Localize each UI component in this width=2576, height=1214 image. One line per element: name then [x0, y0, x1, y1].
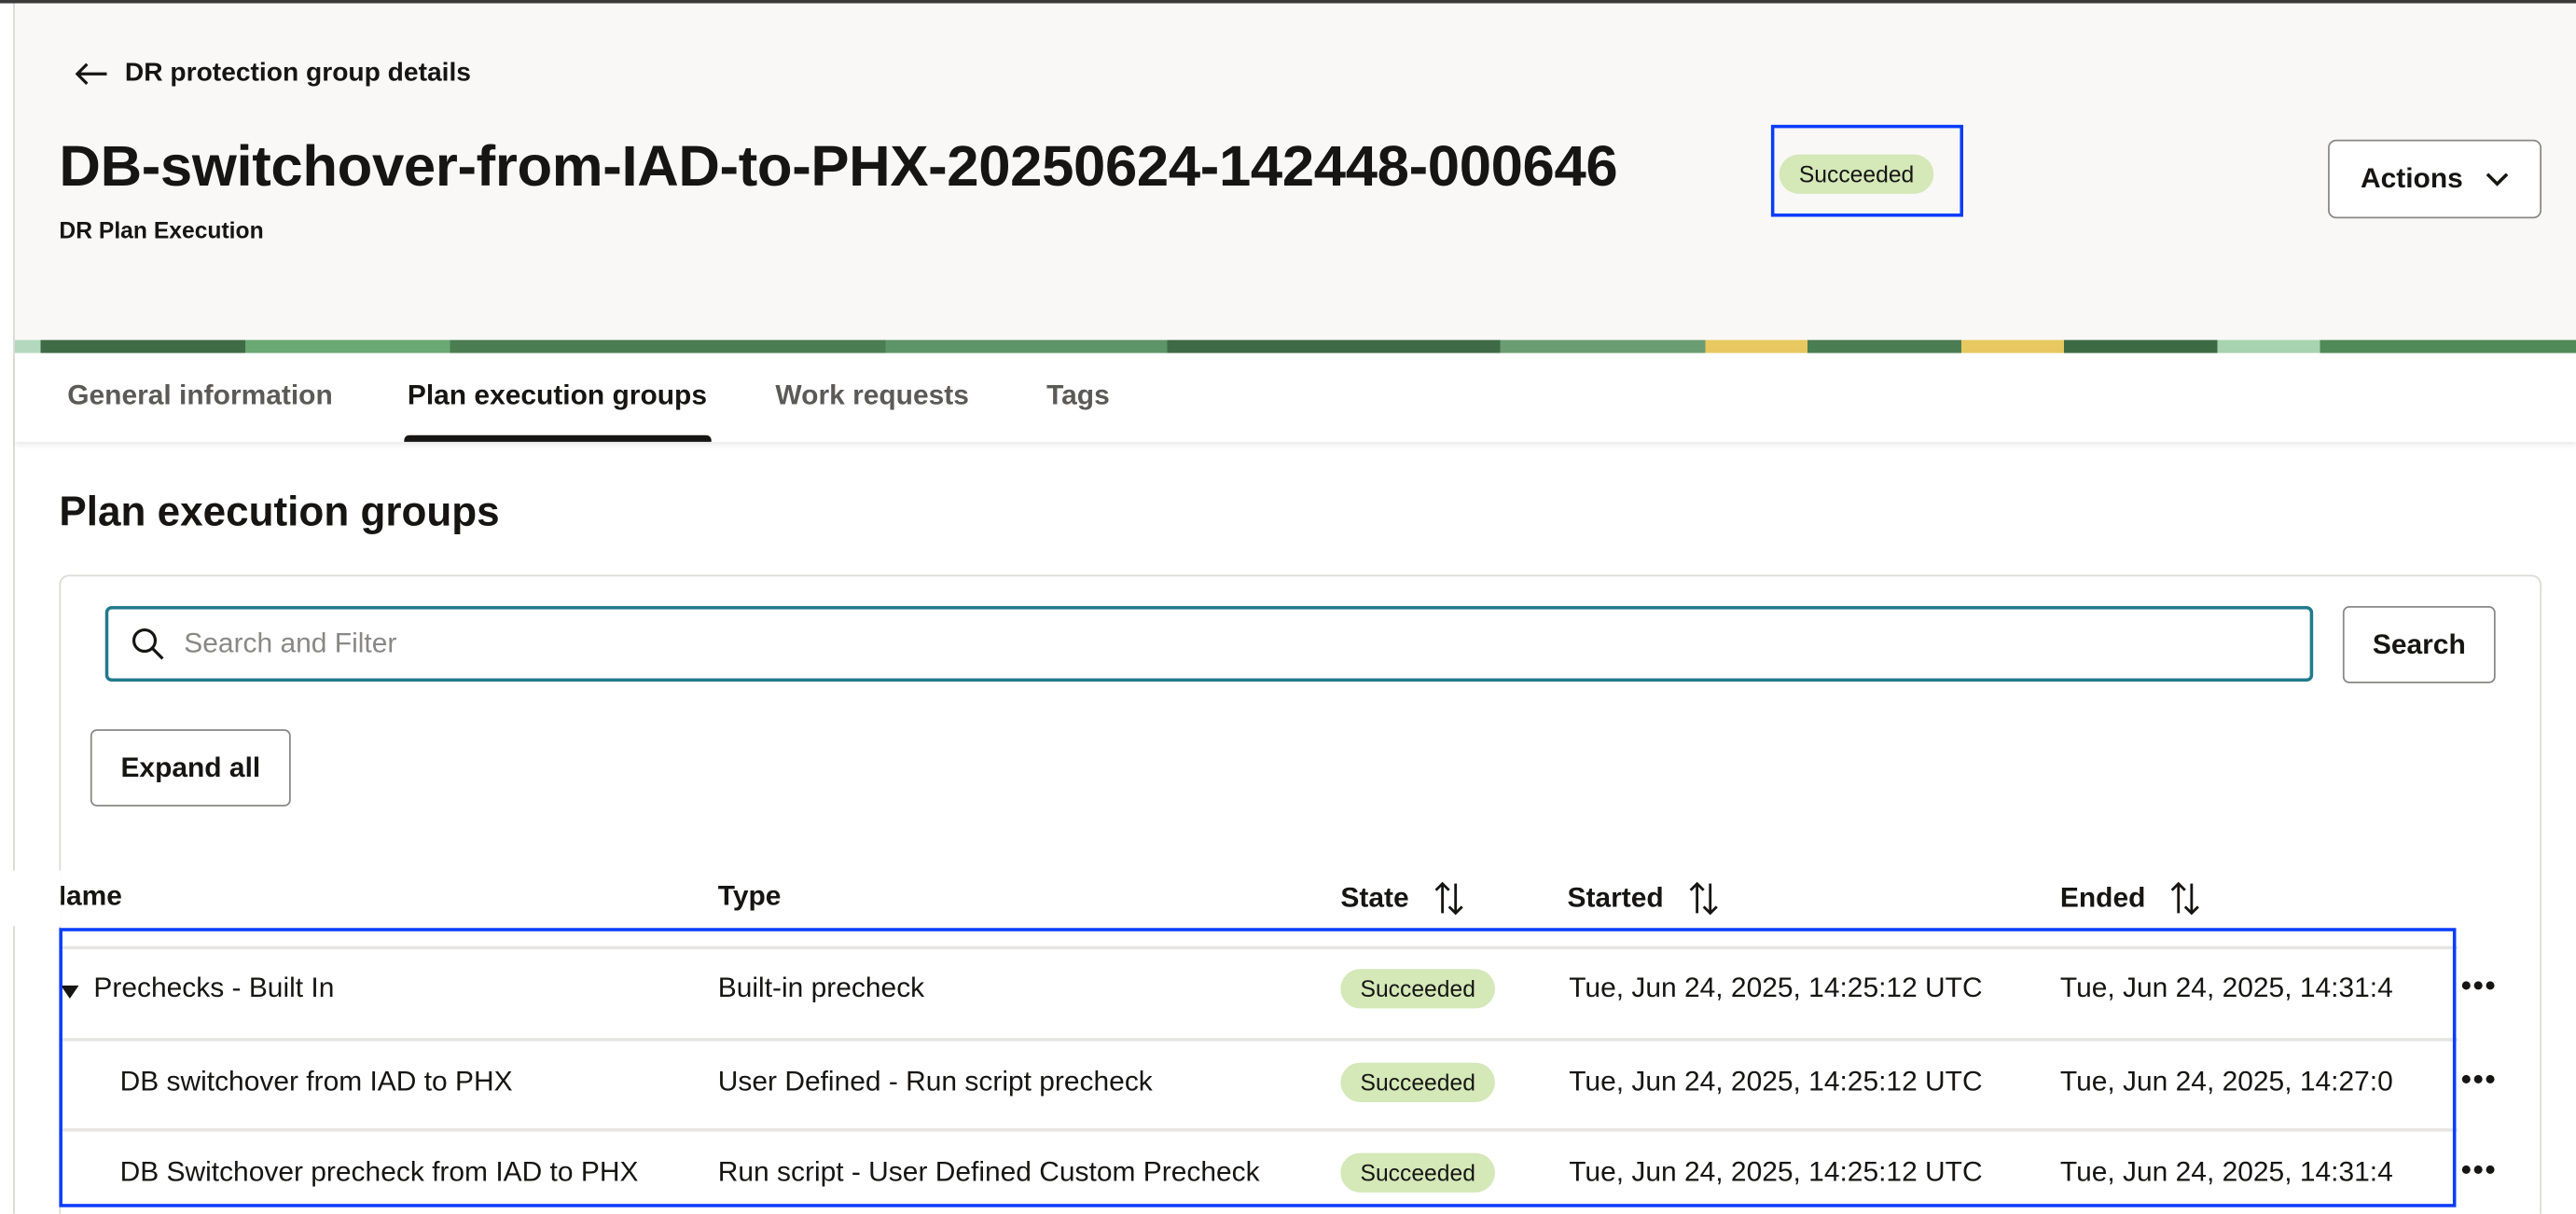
tab-plan-execution-groups[interactable]: Plan execution groups	[407, 379, 707, 411]
row-state-badge: Succeeded	[1340, 969, 1496, 1009]
sort-icon[interactable]	[2168, 880, 2201, 917]
back-link-label: DR protection group details	[124, 59, 471, 88]
row-name[interactable]: DB switchover from IAD to PHX	[119, 1066, 513, 1097]
row-ended: Tue, Jun 24, 2025, 14:31:4	[2059, 972, 2393, 1004]
tab-bar: General information Plan execution group…	[14, 352, 2576, 442]
row-name[interactable]: DB Switchover precheck from IAD to PHX	[119, 1156, 639, 1188]
column-header-started[interactable]: Started	[1567, 880, 1719, 917]
page-title: DB-switchover-from-IAD-to-PHX-20250624-1…	[59, 134, 1618, 200]
row-more-icon[interactable]: •••	[2460, 1062, 2498, 1096]
column-header-ended[interactable]: Ended	[2060, 880, 2201, 917]
row-ended: Tue, Jun 24, 2025, 14:31:4	[2059, 1156, 2393, 1188]
page-subtitle: DR Plan Execution	[59, 216, 264, 243]
tab-work-requests[interactable]: Work requests	[775, 379, 969, 411]
arrow-left-icon	[76, 62, 107, 85]
row-state-badge: Succeeded	[1340, 1062, 1496, 1102]
header-banner	[14, 339, 2576, 353]
highlight-box-status	[1770, 124, 1963, 217]
expand-all-button[interactable]: Expand all	[90, 729, 291, 807]
column-header-ended-label: Ended	[2059, 881, 2146, 914]
row-started: Tue, Jun 24, 2025, 14:25:12 UTC	[1569, 1066, 1983, 1097]
sort-icon[interactable]	[1686, 880, 1719, 917]
row-started: Tue, Jun 24, 2025, 14:25:12 UTC	[1569, 972, 1983, 1004]
row-type: Run script - User Defined Custom Prechec…	[717, 1156, 1260, 1188]
row-divider	[59, 1038, 2458, 1042]
search-box[interactable]	[104, 605, 2314, 683]
row-type: Built-in precheck	[717, 972, 925, 1004]
row-more-icon[interactable]: •••	[2460, 1152, 2498, 1186]
search-input[interactable]	[184, 627, 2156, 661]
row-name[interactable]: Prechecks - Built In	[93, 972, 335, 1004]
sort-icon[interactable]	[1432, 880, 1464, 917]
status-badge: Succeeded	[1779, 154, 1934, 194]
row-type: User Defined - Run script precheck	[717, 1066, 1153, 1097]
actions-button[interactable]: Actions	[2328, 139, 2542, 219]
actions-label: Actions	[2360, 162, 2463, 194]
tab-tags[interactable]: Tags	[1046, 379, 1110, 411]
column-header-type: Type	[718, 880, 782, 913]
column-clip	[0, 870, 62, 927]
row-divider	[59, 1128, 2458, 1132]
column-header-state[interactable]: State	[1340, 880, 1464, 917]
search-button[interactable]: Search	[2342, 605, 2496, 683]
left-border	[13, 3, 15, 1214]
row-state-badge: Succeeded	[1340, 1152, 1496, 1193]
row-more-icon[interactable]: •••	[2460, 969, 2498, 1002]
column-header-type-label: Type	[717, 880, 782, 912]
section-title: Plan execution groups	[59, 489, 500, 536]
row-divider	[59, 945, 2458, 950]
top-border	[0, 0, 2576, 4]
column-header-state-label: State	[1340, 881, 1409, 914]
highlight-box-rows	[59, 928, 2457, 1207]
search-icon	[132, 628, 164, 660]
page-header	[14, 3, 2576, 340]
column-header-started-label: Started	[1567, 881, 1664, 914]
active-tab-indicator	[404, 435, 712, 442]
caret-down-icon[interactable]	[61, 985, 79, 999]
tab-general-information[interactable]: General information	[67, 379, 333, 411]
row-ended: Tue, Jun 24, 2025, 14:27:0	[2059, 1066, 2393, 1097]
chevron-down-icon	[2486, 172, 2509, 186]
row-started: Tue, Jun 24, 2025, 14:25:12 UTC	[1569, 1156, 1983, 1188]
back-link[interactable]: DR protection group details	[76, 59, 471, 89]
